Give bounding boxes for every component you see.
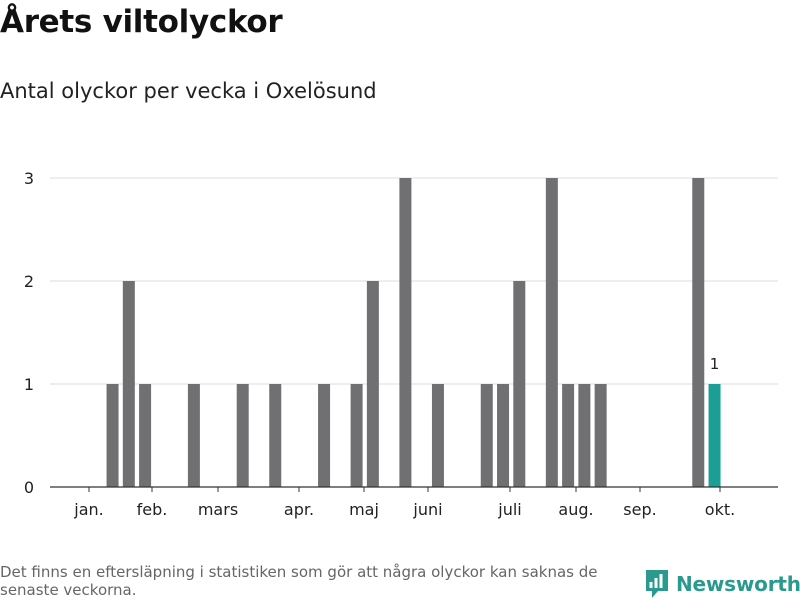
bar bbox=[692, 178, 705, 487]
chart-subtitle: Antal olyckor per vecka i Oxelösund bbox=[0, 79, 377, 103]
bar bbox=[513, 281, 526, 487]
axes: 0 1 2 3 jan. feb. mars apr. maj juni juli aug. sep. o… bbox=[24, 169, 778, 519]
x-tick-label: mars bbox=[198, 500, 238, 519]
footnote: Det finns en eftersläpning i statistiken… bbox=[0, 563, 598, 599]
x-tick-label: okt. bbox=[705, 500, 735, 519]
bar bbox=[139, 384, 152, 487]
bar bbox=[578, 384, 591, 487]
y-tick-label: 3 bbox=[24, 169, 34, 188]
x-tick-label: juli bbox=[497, 500, 521, 519]
x-tick-label: apr. bbox=[284, 500, 314, 519]
bar bbox=[708, 384, 721, 487]
x-tick-label: feb. bbox=[137, 500, 168, 519]
bar bbox=[431, 384, 444, 487]
bar bbox=[497, 384, 510, 487]
y-tick-label: 0 bbox=[24, 478, 34, 497]
x-tick-label: juni bbox=[412, 500, 442, 519]
bar bbox=[366, 281, 379, 487]
newsworthy-logo-icon bbox=[646, 570, 668, 598]
x-tick-label: sep. bbox=[623, 500, 656, 519]
x-tick-label: maj bbox=[349, 500, 379, 519]
bar bbox=[350, 384, 363, 487]
bar bbox=[106, 384, 119, 487]
x-tick-label: jan. bbox=[73, 500, 103, 519]
y-tick-label: 1 bbox=[24, 375, 34, 394]
bar bbox=[187, 384, 200, 487]
bar bbox=[562, 384, 575, 487]
bar-chart: 1 0 1 2 3 jan. feb. mars apr. maj juni juli aug. sep… bbox=[24, 169, 778, 519]
bar bbox=[318, 384, 331, 487]
bars bbox=[106, 178, 721, 487]
bar bbox=[236, 384, 249, 487]
bar bbox=[399, 178, 412, 487]
data-label: 1 bbox=[710, 355, 720, 373]
bar bbox=[545, 178, 558, 487]
bar bbox=[480, 384, 493, 487]
gridlines bbox=[50, 177, 778, 385]
bar bbox=[594, 384, 607, 487]
bar bbox=[122, 281, 135, 487]
data-labels: 1 bbox=[710, 355, 720, 373]
brand-logo[interactable]: Newsworthy bbox=[644, 568, 800, 600]
brand-name: Newsworthy bbox=[676, 572, 800, 596]
x-tick-label: aug. bbox=[558, 500, 593, 519]
bar bbox=[269, 384, 282, 487]
y-tick-label: 2 bbox=[24, 272, 34, 291]
chart-title: Årets viltolyckor bbox=[0, 4, 283, 40]
